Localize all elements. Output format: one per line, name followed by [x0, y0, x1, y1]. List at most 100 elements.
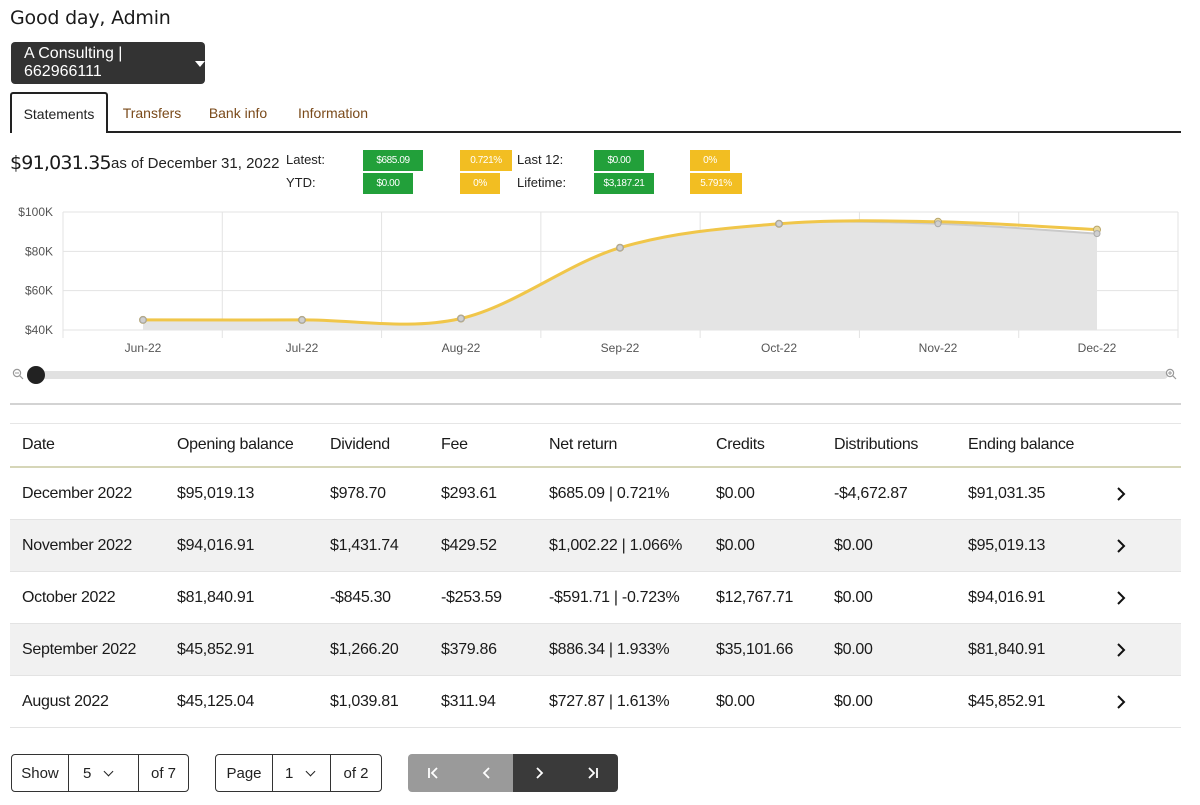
tab-label: Transfers: [122, 104, 182, 121]
area-series: [143, 221, 1097, 330]
chevron-right-icon[interactable]: [1113, 694, 1129, 710]
tab-information[interactable]: Information: [288, 92, 378, 133]
greeting: Good day, Admin: [10, 7, 171, 29]
previous-page-button[interactable]: [460, 754, 513, 792]
col-date: Date: [22, 436, 55, 453]
cell-net-return: $727.87 | 1.613%: [549, 692, 670, 710]
col-dividend: Dividend: [330, 436, 390, 453]
tab-label: Bank info: [208, 104, 268, 121]
cell-net-return: $886.34 | 1.933%: [549, 640, 670, 658]
cell-net-return: $1,002.22 | 1.066%: [549, 536, 683, 554]
tab-statements[interactable]: Statements: [10, 92, 108, 133]
latest-percent-badge: 0.721%: [460, 150, 512, 171]
slider-handle[interactable]: [27, 366, 45, 384]
col-opening-balance: Opening balance: [177, 436, 294, 453]
cell-opening-balance: $81,840.91: [177, 588, 255, 606]
cell-opening-balance: $45,125.04: [177, 692, 255, 710]
col-net-return: Net return: [549, 436, 618, 453]
cell-credits: $35,101.66: [716, 640, 794, 658]
cell-fee: $429.52: [441, 536, 497, 554]
tab-bar: Statements Transfers Bank info Informati…: [10, 92, 1181, 133]
x-tick-label: Aug-22: [442, 341, 481, 355]
chevron-right-icon[interactable]: [1113, 538, 1129, 554]
chevron-right-icon: [536, 767, 544, 779]
table-row[interactable]: December 2022 $95,019.13 $978.70 $293.61 $68…: [10, 468, 1181, 520]
lifetime-amount-badge: $3,187.21: [594, 173, 654, 194]
cell-dividend: $1,266.20: [330, 640, 399, 658]
balance-as-of-date: as of December 31, 2022: [111, 155, 280, 172]
account-selector-button[interactable]: A Consulting | 662966111: [11, 42, 205, 84]
page-number-control: Page 1 of 2: [215, 754, 382, 792]
cell-ending-balance: $81,840.91: [968, 640, 1046, 658]
chart-range-slider[interactable]: [10, 364, 1182, 386]
chevron-right-icon[interactable]: [1113, 642, 1129, 658]
first-page-button[interactable]: [408, 754, 461, 792]
cell-distributions: $0.00: [834, 536, 873, 554]
total-rows-label: of 7: [150, 764, 177, 782]
cell-ending-balance: $95,019.13: [968, 536, 1046, 554]
table-row[interactable]: September 2022 $45,852.91 $1,266.20 $379.86…: [10, 624, 1181, 676]
y-tick-label: $40K: [25, 323, 53, 337]
lifetime-label: Lifetime:: [517, 175, 567, 190]
cell-credits: $12,767.71: [716, 588, 794, 606]
page-number-value: 1: [285, 764, 294, 782]
data-point: [775, 220, 783, 228]
col-ending-balance: Ending balance: [968, 436, 1075, 453]
chevron-down-icon: [305, 766, 316, 776]
table-row[interactable]: November 2022 $94,016.91 $1,431.74 $429.52 $…: [10, 520, 1181, 572]
x-tick-label: Oct-22: [761, 341, 797, 355]
table-row[interactable]: October 2022 $81,840.91 -$845.30 -$253.59 -$…: [10, 572, 1181, 624]
cell-opening-balance: $45,852.91: [177, 640, 255, 658]
latest-amount-badge: $685.09: [363, 150, 423, 171]
table-row[interactable]: August 2022 $45,125.04 $1,039.81 $311.94 $72…: [10, 676, 1181, 728]
cell-date: September 2022: [22, 640, 137, 658]
cell-fee: $311.94: [441, 692, 496, 710]
chevron-right-icon[interactable]: [1113, 590, 1129, 606]
cell-date: December 2022: [22, 484, 132, 502]
page-label: Page: [216, 755, 273, 791]
cell-ending-balance: $91,031.35: [968, 484, 1046, 502]
cell-ending-balance: $45,852.91: [968, 692, 1046, 710]
page-size-select[interactable]: 5: [69, 755, 139, 791]
account-selector-label: A Consulting | 662966111: [24, 45, 123, 80]
tab-label: Information: [297, 104, 369, 121]
col-distributions: Distributions: [834, 436, 919, 453]
cell-opening-balance: $94,016.91: [177, 536, 255, 554]
cell-dividend: $1,431.74: [330, 536, 399, 554]
zoom-out-icon[interactable]: [12, 368, 24, 380]
col-fee: Fee: [441, 436, 468, 453]
col-credits: Credits: [716, 436, 765, 453]
tab-label: Statements: [23, 105, 95, 122]
tab-bank-info[interactable]: Bank info: [202, 92, 274, 133]
chevron-down-icon: [103, 766, 114, 776]
next-page-button[interactable]: [513, 754, 566, 792]
chevron-right-icon[interactable]: [1113, 486, 1129, 502]
last-page-icon: [588, 767, 598, 779]
page-size-value: 5: [83, 764, 92, 782]
ytd-amount-badge: $0.00: [363, 173, 413, 194]
last12-amount-badge: $0.00: [594, 150, 644, 171]
cell-dividend: $1,039.81: [330, 692, 399, 710]
last12-percent-badge: 0%: [690, 150, 730, 171]
x-tick-label: Jun-22: [125, 341, 162, 355]
cell-dividend: $978.70: [330, 484, 386, 502]
ytd-label: YTD:: [286, 175, 316, 190]
x-tick-label: Jul-22: [286, 341, 319, 355]
zoom-in-icon[interactable]: [1165, 368, 1177, 380]
table-header: Date Opening balance Dividend Fee Net re…: [10, 423, 1181, 468]
page-number-select[interactable]: 1: [273, 755, 331, 791]
cell-opening-balance: $95,019.13: [177, 484, 255, 502]
last12-label: Last 12:: [517, 152, 564, 167]
cell-credits: $0.00: [716, 484, 755, 502]
show-label: Show: [12, 755, 69, 791]
slider-track[interactable]: [28, 371, 1168, 379]
last-page-button[interactable]: [565, 754, 618, 792]
cell-fee: -$253.59: [441, 588, 502, 606]
cell-distributions: $0.00: [834, 692, 873, 710]
tab-transfers[interactable]: Transfers: [114, 92, 190, 133]
cell-fee: $379.86: [441, 640, 497, 658]
data-point: [298, 316, 306, 324]
data-point: [1093, 230, 1101, 238]
total-pages-label: of 2: [343, 764, 369, 782]
cell-distributions: -$4,672.87: [834, 484, 908, 502]
